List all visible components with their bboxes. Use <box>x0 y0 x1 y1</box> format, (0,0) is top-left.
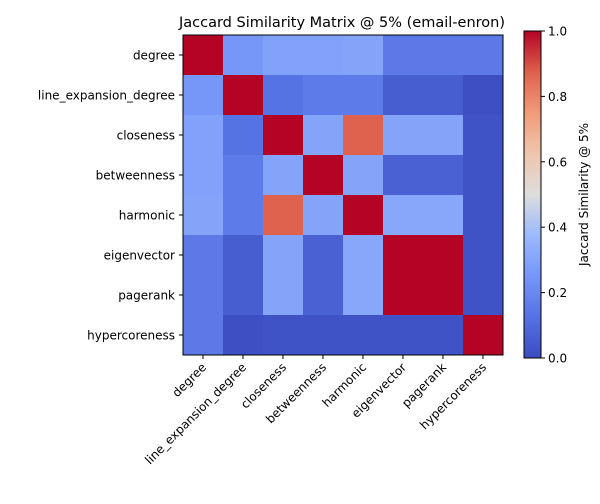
heatmap-cell-degree-harmonic <box>343 35 384 76</box>
y-tick-label-harmonic: harmonic <box>119 209 175 223</box>
heatmap-cell-harmonic-degree <box>183 195 224 236</box>
heatmap-cell-eigenvector-degree <box>183 235 224 276</box>
heatmap-cells <box>183 35 504 356</box>
heatmap-cell-hypercoreness-closeness <box>263 315 304 356</box>
heatmap-cell-betweenness-closeness <box>263 155 304 196</box>
plot-frame <box>182 34 504 356</box>
heatmap-cell-closeness-betweenness <box>303 115 344 156</box>
heatmap-cell-eigenvector-pagerank <box>423 235 464 276</box>
heatmap-cell-harmonic-pagerank <box>423 195 464 236</box>
heatmap-cell-closeness-harmonic <box>343 115 384 156</box>
heatmap-cell-degree-closeness <box>263 35 304 76</box>
heatmap-cell-harmonic-closeness <box>263 195 304 236</box>
heatmap-cell-line_expansion_degree-degree <box>183 75 224 116</box>
colorbar-tick-label: 1.0 <box>548 25 567 39</box>
heatmap-cell-line_expansion_degree-betweenness <box>303 75 344 116</box>
heatmap-cell-pagerank-pagerank <box>423 275 464 316</box>
heatmap-cell-line_expansion_degree-pagerank <box>423 75 464 116</box>
x-tick-label-degree: degree <box>169 360 209 400</box>
heatmap-cell-betweenness-hypercoreness <box>463 155 504 196</box>
heatmap-cell-line_expansion_degree-eigenvector <box>383 75 424 116</box>
x-axis-ticks: degreeline_expansion_degreeclosenessbetw… <box>142 355 489 467</box>
colorbar-label: Jaccard Similarity @ 5% <box>577 123 591 267</box>
heatmap-cell-pagerank-betweenness <box>303 275 344 316</box>
y-tick-label-hypercoreness: hypercoreness <box>87 329 175 343</box>
y-tick-label-eigenvector: eigenvector <box>104 249 175 263</box>
heatmap-cell-hypercoreness-harmonic <box>343 315 384 356</box>
heatmap-cell-pagerank-hypercoreness <box>463 275 504 316</box>
heatmap-cell-eigenvector-hypercoreness <box>463 235 504 276</box>
heatmap-cell-pagerank-eigenvector <box>383 275 424 316</box>
heatmap-cell-eigenvector-line_expansion_degree <box>223 235 264 276</box>
heatmap-cell-hypercoreness-line_expansion_degree <box>223 315 264 356</box>
heatmap-cell-line_expansion_degree-hypercoreness <box>463 75 504 116</box>
heatmap-cell-line_expansion_degree-line_expansion_degree <box>223 75 264 116</box>
heatmap-cell-pagerank-closeness <box>263 275 304 316</box>
heatmap-cell-degree-eigenvector <box>383 35 424 76</box>
heatmap-cell-closeness-line_expansion_degree <box>223 115 264 156</box>
y-tick-label-line_expansion_degree: line_expansion_degree <box>38 89 175 103</box>
heatmap-cell-harmonic-eigenvector <box>383 195 424 236</box>
y-tick-label-pagerank: pagerank <box>118 289 175 303</box>
heatmap-cell-degree-degree <box>183 35 224 76</box>
heatmap-cell-pagerank-line_expansion_degree <box>223 275 264 316</box>
colorbar-tick-label: 0.8 <box>548 90 567 104</box>
heatmap-cell-hypercoreness-betweenness <box>303 315 344 356</box>
colorbar-tick-label: 0.4 <box>548 221 567 235</box>
colorbar-tick-label: 0.6 <box>548 155 567 169</box>
heatmap-cell-degree-hypercoreness <box>463 35 504 76</box>
heatmap-cell-harmonic-hypercoreness <box>463 195 504 236</box>
heatmap-cell-degree-pagerank <box>423 35 464 76</box>
chart-title: Jaccard Similarity Matrix @ 5% (email-en… <box>178 15 505 31</box>
heatmap-cell-eigenvector-closeness <box>263 235 304 276</box>
heatmap-cell-hypercoreness-degree <box>183 315 224 356</box>
heatmap-cell-eigenvector-betweenness <box>303 235 344 276</box>
heatmap-cell-closeness-degree <box>183 115 224 156</box>
heatmap-cell-closeness-hypercoreness <box>463 115 504 156</box>
y-tick-label-degree: degree <box>133 49 175 63</box>
y-tick-label-betweenness: betweenness <box>96 169 175 183</box>
heatmap-cell-betweenness-betweenness <box>303 155 344 196</box>
heatmap-cell-harmonic-harmonic <box>343 195 384 236</box>
heatmap-cell-eigenvector-eigenvector <box>383 235 424 276</box>
y-tick-label-closeness: closeness <box>117 129 175 143</box>
colorbar <box>523 30 542 359</box>
colorbar-ticks: 0.0 0.2 0.4 0.6 0.8 1.0 <box>541 25 567 366</box>
heatmap-cell-degree-betweenness <box>303 35 344 76</box>
heatmap-cell-closeness-closeness <box>263 115 304 156</box>
heatmap-cell-hypercoreness-pagerank <box>423 315 464 356</box>
heatmap-cell-betweenness-pagerank <box>423 155 464 196</box>
heatmap-cell-line_expansion_degree-closeness <box>263 75 304 116</box>
heatmap-cell-hypercoreness-hypercoreness <box>463 315 504 356</box>
y-axis-ticks: degree line_expansion_degree closeness betw… <box>38 49 183 343</box>
heatmap-cell-harmonic-line_expansion_degree <box>223 195 264 236</box>
colorbar-tick-label: 0.0 <box>548 352 567 366</box>
heatmap-cell-hypercoreness-eigenvector <box>383 315 424 356</box>
heatmap-cell-betweenness-eigenvector <box>383 155 424 196</box>
heatmap-cell-pagerank-harmonic <box>343 275 384 316</box>
heatmap-cell-eigenvector-harmonic <box>343 235 384 276</box>
heatmap-cell-betweenness-harmonic <box>343 155 384 196</box>
heatmap-cell-line_expansion_degree-harmonic <box>343 75 384 116</box>
heatmap-cell-betweenness-degree <box>183 155 224 196</box>
heatmap-cell-pagerank-degree <box>183 275 224 316</box>
colorbar-tick-label: 0.2 <box>548 286 567 300</box>
heatmap-cell-betweenness-line_expansion_degree <box>223 155 264 196</box>
heatmap-cell-closeness-eigenvector <box>383 115 424 156</box>
heatmap-cell-degree-line_expansion_degree <box>223 35 264 76</box>
heatmap-cell-closeness-pagerank <box>423 115 464 156</box>
heatmap-cell-harmonic-betweenness <box>303 195 344 236</box>
